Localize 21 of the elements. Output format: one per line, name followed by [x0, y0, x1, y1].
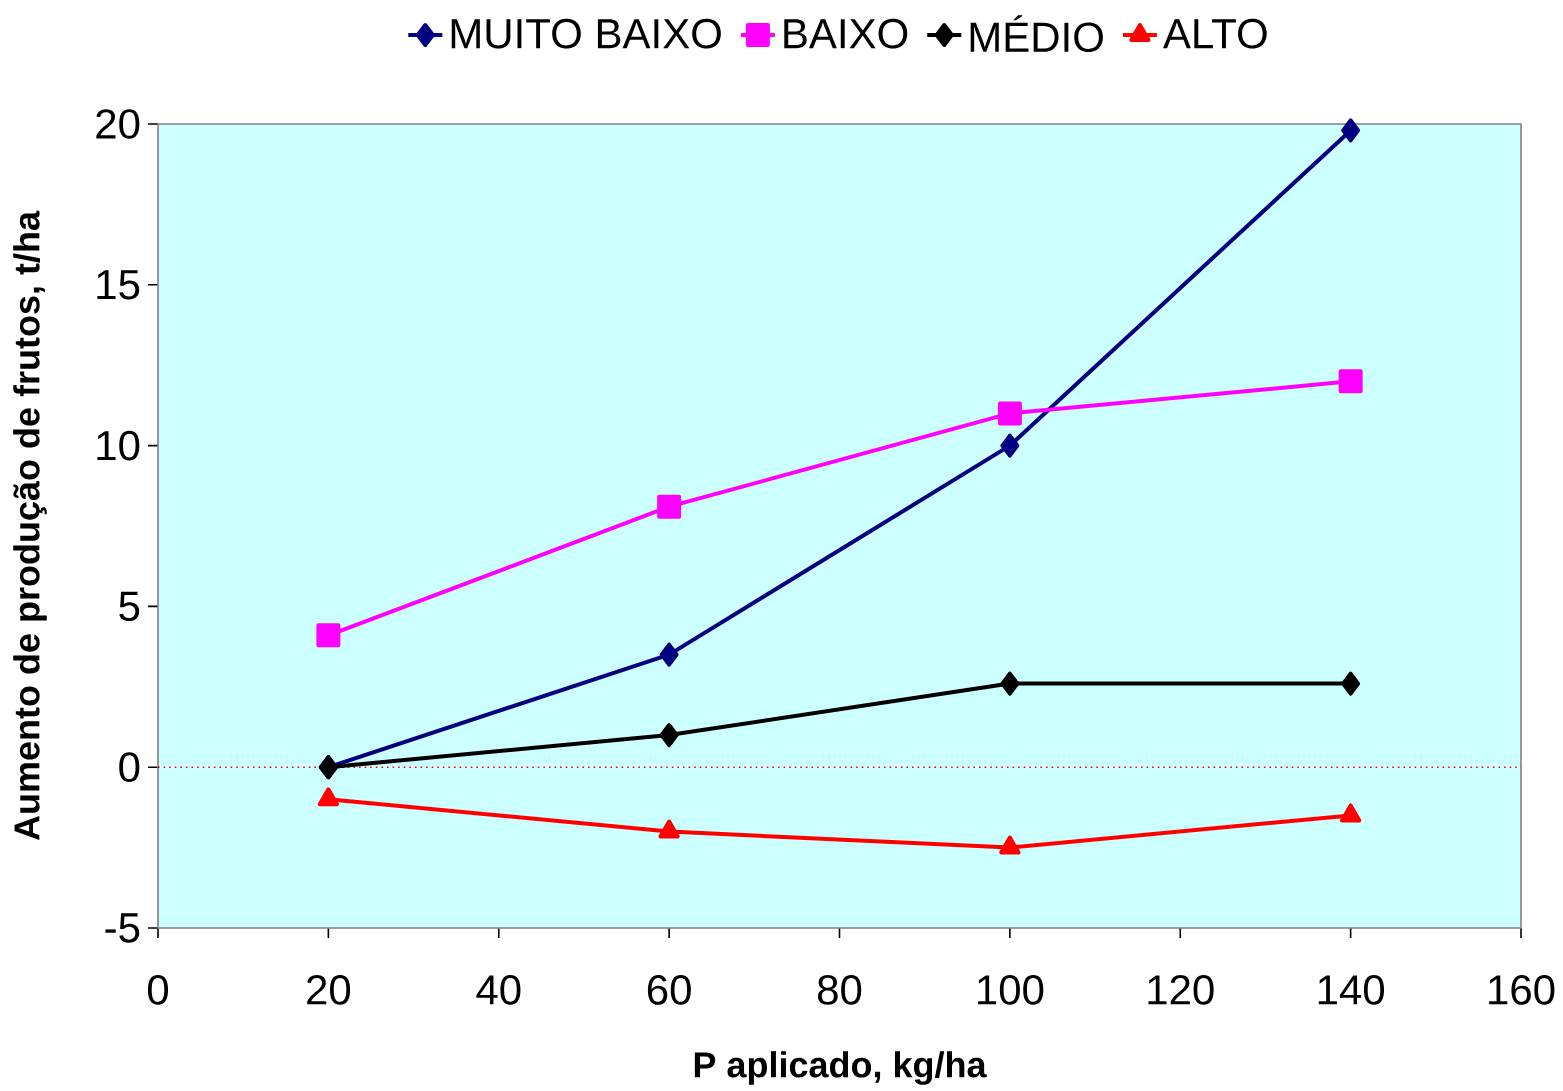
x-tick-label: 100 [978, 975, 1044, 1005]
x-tick-label: 160 [1489, 975, 1555, 1005]
x-tick-label: 60 [647, 975, 691, 1005]
y-tick-label: 20 [96, 109, 140, 139]
x-tick-label: 20 [307, 975, 351, 1005]
legend-label: BAIXO [784, 18, 908, 49]
y-tick-label: 0 [119, 752, 140, 783]
x-axis-title: P aplicado, kg/ha [694, 1051, 987, 1085]
legend-label: MUITO BAIXO [451, 18, 721, 49]
y-tick-label: 15 [97, 270, 140, 300]
y-axis-title: Aumento de produção de frutos, t/ha [13, 210, 47, 841]
legend-label: MÉDIO [970, 15, 1103, 53]
x-tick-label: 140 [1318, 975, 1385, 1005]
x-tick-label: 0 [147, 975, 169, 1005]
x-tick-label: 80 [817, 975, 862, 1005]
x-tick-label: 40 [476, 975, 521, 1005]
y-tick-label: 5 [119, 591, 140, 622]
legend-label: ALTO [1163, 18, 1267, 49]
y-tick-label: -5 [105, 913, 140, 943]
x-tick-label: 120 [1148, 975, 1214, 1005]
y-tick-label: 10 [97, 430, 140, 461]
